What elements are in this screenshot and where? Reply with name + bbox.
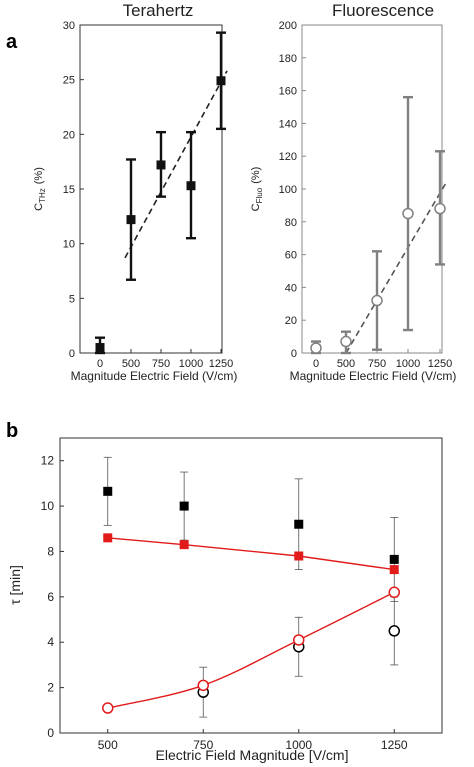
- fluorescence-title: Fluorescence: [332, 1, 434, 20]
- fluorescence-x-axis-label: Magnitude Electric Field (V/cm): [290, 369, 457, 383]
- fluorescence-y-tick-label: 80: [285, 217, 297, 229]
- fluorescence-fit-line: [345, 182, 447, 354]
- tau-series-4-point: [388, 586, 400, 599]
- tau-series-4-point: [197, 679, 209, 692]
- tau-series-4-point: [102, 702, 114, 714]
- terahertz-y-tick-label: 10: [63, 239, 75, 251]
- tau-y-tick-label: 10: [41, 499, 55, 513]
- terahertz-y-label-unit: (%): [33, 167, 45, 184]
- fluorescence-y-label-unit: (%): [250, 167, 262, 184]
- fluorescence-y-tick-label: 60: [285, 250, 297, 262]
- tau-plot-frame: [59, 437, 443, 734]
- fluorescence-x-tick-label: 750: [368, 358, 386, 370]
- tau-x-tick-label: 500: [98, 738, 118, 752]
- fluorescence-point: [310, 342, 322, 354]
- terahertz-y-tick-label: 20: [63, 129, 75, 141]
- terahertz-point: [216, 76, 226, 86]
- fluorescence-y-label-sub: Fluo: [255, 187, 264, 203]
- terahertz-x-axis-label: Magnitude Electric Field (V/cm): [71, 369, 238, 383]
- terahertz-point: [95, 343, 105, 353]
- fluorescence-y-tick-label: 120: [279, 151, 297, 163]
- tau-y-tick-label: 6: [47, 590, 54, 604]
- tau-series-1-point: [294, 519, 304, 529]
- fluorescence-y-label-main: C: [250, 203, 262, 211]
- terahertz-y-label-sub: THz: [38, 188, 47, 203]
- svg-text:CTHz(%): CTHz (%): [33, 167, 47, 211]
- tau-y-tick-label: 4: [47, 635, 54, 649]
- tau-x-tick-label: 1250: [381, 738, 408, 752]
- tau-y-tick-label: 12: [41, 454, 55, 468]
- terahertz-fit-line: [124, 70, 228, 259]
- terahertz-plot-frame: [79, 24, 223, 354]
- fluorescence-y-tick-label: 20: [285, 315, 297, 327]
- panel-label-b: b: [6, 420, 18, 442]
- fluorescence-y-tick-label: 180: [279, 53, 297, 65]
- tau-series-4-point: [293, 634, 305, 646]
- terahertz-x-tick-label: 0: [97, 358, 103, 370]
- fluorescence-y-tick-label: 140: [279, 118, 297, 130]
- fluorescence-point: [340, 335, 352, 348]
- tau-series-1-point: [389, 554, 399, 564]
- terahertz-x-tick-label: 1000: [179, 358, 203, 370]
- fluorescence-point: [434, 202, 446, 215]
- tau-panel: Electric Field Magnitude [V/cm] τ [min] …: [7, 437, 443, 763]
- fluorescence-point: [371, 294, 383, 307]
- tau-y-axis-label: τ [min]: [7, 565, 23, 605]
- terahertz-y-tick-label: 25: [63, 75, 75, 87]
- terahertz-point: [186, 181, 196, 191]
- fluorescence-plot-frame: [301, 24, 443, 354]
- tau-series-2-point: [103, 533, 113, 543]
- terahertz-x-tick-label: 1250: [209, 358, 233, 370]
- fluorescence-y-tick-label: 200: [279, 20, 297, 32]
- fluorescence-x-tick-label: 1000: [396, 358, 420, 370]
- fluorescence-y-tick-label: 100: [279, 184, 297, 196]
- terahertz-y-tick-label: 5: [69, 293, 75, 305]
- fluorescence-x-tick-label: 500: [337, 358, 355, 370]
- tau-series-2-point: [294, 551, 304, 561]
- terahertz-y-tick-label: 30: [63, 20, 75, 32]
- terahertz-x-tick-label: 500: [122, 358, 140, 370]
- tau-x-tick-label: 750: [193, 738, 213, 752]
- fluorescence-x-tick-label: 1250: [428, 358, 452, 370]
- fluorescence-x-tick-label: 0: [313, 358, 319, 370]
- terahertz-x-tick-label: 750: [152, 358, 170, 370]
- tau-series-3-point: [388, 625, 400, 637]
- fluorescence-y-tick-label: 160: [279, 86, 297, 98]
- terahertz-point: [126, 215, 136, 225]
- tau-series-4-line: [107, 591, 395, 709]
- fluorescence-y-tick-label: 40: [285, 282, 297, 294]
- svg-text:CFluo(%): CFluo (%): [250, 167, 264, 212]
- tau-series-1-point: [103, 486, 113, 496]
- terahertz-y-label-main: C: [33, 203, 45, 211]
- panel-label-a: a: [6, 31, 18, 53]
- tau-series-2-point: [389, 565, 399, 575]
- tau-y-tick-label: 8: [47, 544, 54, 558]
- tau-y-tick-label: 0: [47, 726, 54, 740]
- tau-y-tick-label: 2: [47, 681, 54, 695]
- fluorescence-panel: Fluorescence Magnitude Electric Field (V…: [250, 1, 456, 383]
- terahertz-panel: Terahertz Magnitude Electric Field (V/cm…: [33, 1, 237, 383]
- tau-series-2-line: [107, 537, 395, 571]
- fluorescence-y-tick-label: 0: [291, 348, 297, 360]
- fluorescence-y-axis-label: CFluo (%): [250, 167, 264, 212]
- terahertz-y-tick-label: 15: [63, 184, 75, 196]
- fluorescence-point: [402, 207, 414, 220]
- terahertz-point: [156, 160, 166, 170]
- tau-x-axis-label: Electric Field Magnitude [V/cm]: [156, 747, 349, 763]
- terahertz-title: Terahertz: [123, 1, 194, 20]
- tau-series-1-point: [179, 501, 189, 511]
- tau-series-2-point: [179, 540, 189, 550]
- terahertz-y-axis-label: CTHz (%): [33, 167, 47, 211]
- terahertz-y-tick-label: 0: [69, 348, 75, 360]
- tau-x-tick-label: 1000: [285, 738, 312, 752]
